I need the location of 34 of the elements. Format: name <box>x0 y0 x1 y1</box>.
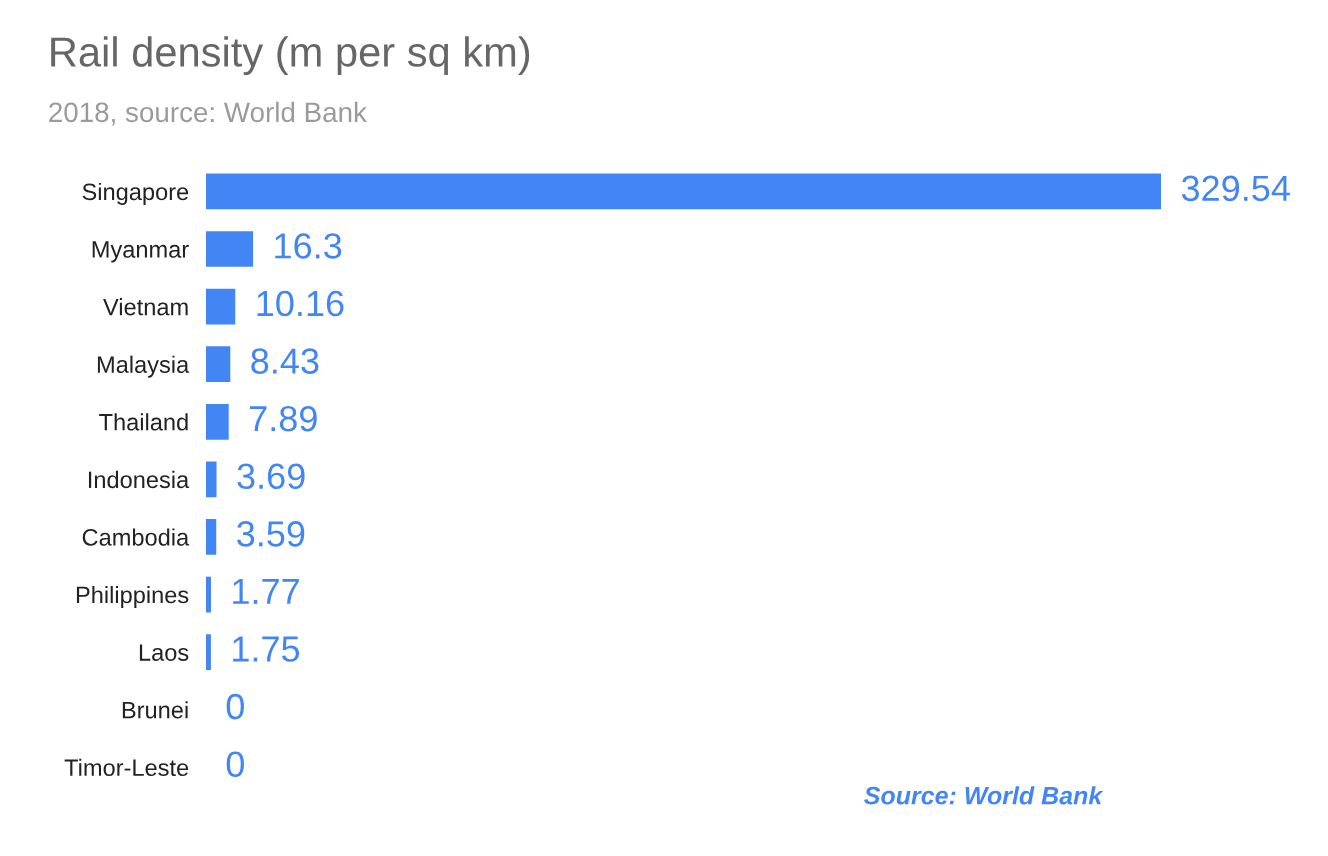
data-label: 7.89 <box>250 405 317 432</box>
data-label: 3.59 <box>237 521 305 547</box>
y-tick-label: Indonesia <box>88 470 190 489</box>
bar <box>205 173 1162 210</box>
bar <box>205 519 217 555</box>
chart-subtitle: 2018, source: World Bank <box>49 101 367 126</box>
y-tick-label: Vietnam <box>103 298 188 316</box>
data-label: 1.77 <box>233 579 299 604</box>
data-label: 0 <box>226 693 244 720</box>
data-label: 0 <box>226 751 244 777</box>
data-label: 8.43 <box>251 348 319 374</box>
y-tick-label: Philippines <box>76 585 189 608</box>
bar <box>205 403 229 440</box>
chart-title: Rail density (m per sq km) <box>51 36 530 76</box>
y-tick-label: Laos <box>139 644 189 661</box>
data-label: 3.69 <box>237 463 305 490</box>
y-tick-label: Timor-Leste <box>64 758 189 777</box>
data-label: 16.3 <box>275 233 342 259</box>
y-tick-label: Malaysia <box>97 355 190 378</box>
y-tick-label: Cambodia <box>82 528 190 546</box>
y-tick-label: Thailand <box>99 413 188 431</box>
bar <box>205 634 211 670</box>
bar <box>205 576 211 613</box>
bar <box>205 461 217 498</box>
bar <box>205 231 254 267</box>
y-tick-label: Brunei <box>122 701 188 719</box>
bar <box>205 288 236 325</box>
data-label: 1.75 <box>233 636 300 662</box>
y-tick-label: Singapore <box>82 182 189 205</box>
annotation: Source: World Bank <box>864 786 1104 805</box>
bar <box>205 346 231 383</box>
data-label: 329.54 <box>1181 175 1290 202</box>
data-label: 10.16 <box>257 290 344 317</box>
y-tick-label: Myanmar <box>92 241 189 263</box>
